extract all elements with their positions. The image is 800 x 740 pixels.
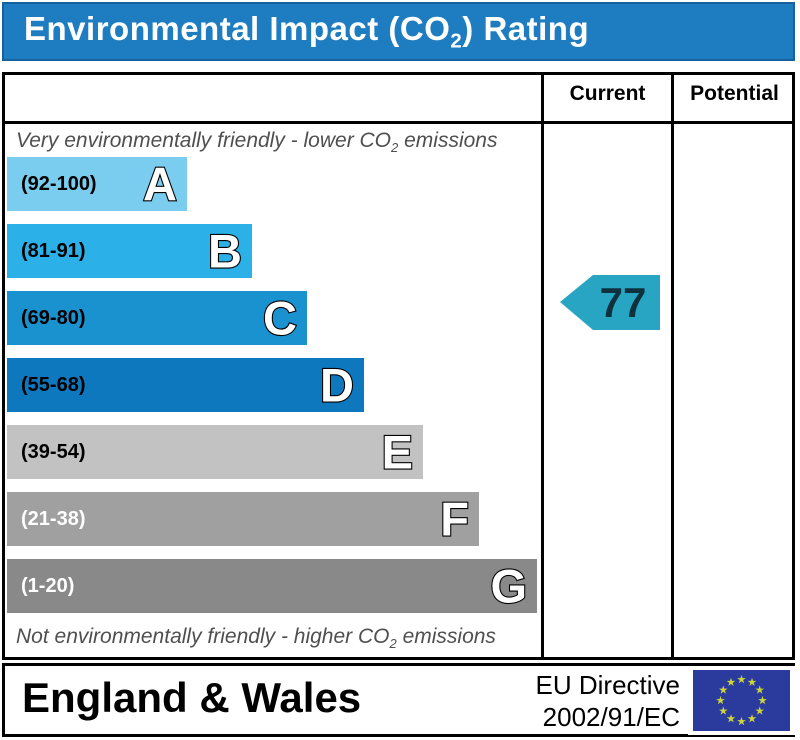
- eu-flag: [688, 666, 795, 735]
- page-title: Environmental Impact (CO2) Rating: [24, 9, 590, 53]
- arrow-value: 77: [600, 279, 647, 326]
- band-bar: (55-68) D: [7, 358, 364, 412]
- band-bar: (69-80) C: [7, 291, 307, 345]
- band-row-a: (92-100) A: [7, 157, 187, 211]
- band-row-e: (39-54) E: [7, 425, 423, 479]
- current-column-divider: [541, 72, 544, 660]
- region-label: England & Wales: [22, 674, 362, 721]
- eu-directive-label: EU Directive 2002/91/EC: [490, 669, 680, 733]
- band-range-label: (21-38): [21, 507, 86, 530]
- band-bar: (81-91) B: [7, 224, 252, 278]
- title-bar: Environmental Impact (CO2) Rating: [2, 2, 795, 61]
- band-grade-letter: G: [489, 559, 528, 613]
- band-row-g: (1-20) G: [7, 559, 537, 613]
- caption-top: Very environmentally friendly - lower CO…: [16, 129, 498, 156]
- band-row-f: (21-38) F: [7, 492, 479, 546]
- band-grade-letter: D: [319, 358, 355, 412]
- eu-directive-line2: 2002/91/EC: [542, 702, 680, 732]
- eu-flag-graphic: [693, 670, 790, 731]
- band-grade-letter: B: [207, 224, 243, 278]
- band-range-label: (81-91): [21, 239, 86, 262]
- band-grade-letter: A: [142, 157, 178, 211]
- arrow-shape: [560, 275, 660, 330]
- eu-directive-line1: EU Directive: [535, 670, 680, 700]
- band-bar: (1-20) G: [7, 559, 537, 613]
- potential-column-header: Potential: [690, 82, 779, 105]
- caption-bottom: Not environmentally friendly - higher CO…: [16, 625, 496, 652]
- band-bar: (92-100) A: [7, 157, 187, 211]
- band-row-c: (69-80) C: [7, 291, 307, 345]
- band-range-label: (92-100): [21, 172, 97, 195]
- band-grade-letter: C: [262, 291, 298, 345]
- band-grade-letter: E: [381, 425, 415, 479]
- footer: [2, 663, 795, 737]
- band-bar: (39-54) E: [7, 425, 423, 479]
- current-column-header: Current: [569, 82, 646, 105]
- band-range-label: (39-54): [21, 440, 86, 463]
- header-divider: [2, 121, 795, 124]
- band-row-d: (55-68) D: [7, 358, 364, 412]
- band-row-b: (81-91) B: [7, 224, 252, 278]
- band-range-label: (55-68): [21, 373, 86, 396]
- potential-column-divider: [671, 72, 674, 660]
- current-rating-arrow: 77: [560, 275, 660, 330]
- band-grade-letter: F: [439, 492, 470, 546]
- band-bar: (21-38) F: [7, 492, 479, 546]
- band-range-label: (1-20): [21, 574, 75, 597]
- band-range-label: (69-80): [21, 306, 86, 329]
